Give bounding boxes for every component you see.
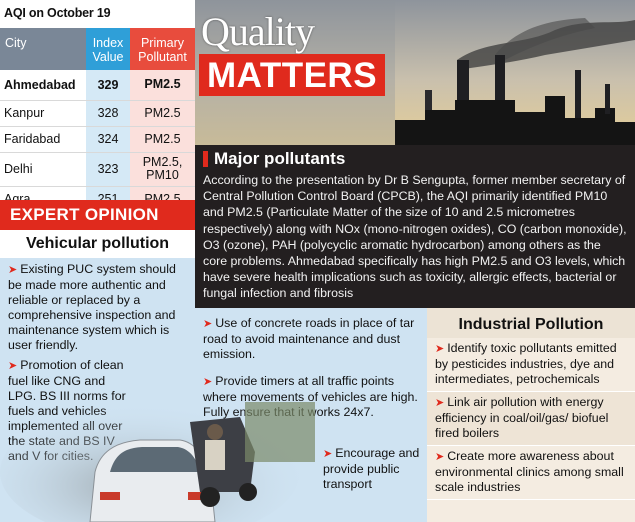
index-cell: 323 bbox=[86, 152, 130, 187]
red-arrow-icon: ➤ bbox=[435, 397, 445, 409]
list-item: ➤ Existing PUC system should be made more… bbox=[0, 258, 195, 354]
index-cell: 324 bbox=[86, 126, 130, 153]
column-header-index: Index Value bbox=[86, 28, 130, 70]
city-cell: Faridabad bbox=[0, 126, 86, 153]
city-cell: Ahmedabad bbox=[0, 70, 86, 101]
hero-title-matters: MATTERS bbox=[199, 54, 386, 96]
city-cell: Kanpur bbox=[0, 100, 86, 127]
aqi-table: City Index Value Primary Pollutant Ahmed… bbox=[0, 28, 195, 213]
hero-photo: Quality MATTERS bbox=[195, 0, 635, 145]
list-item: ➤ Identify toxic pollutants emitted by pe… bbox=[427, 338, 635, 392]
red-arrow-icon: ➤ bbox=[203, 376, 213, 388]
red-arrow-icon: ➤ bbox=[8, 360, 18, 372]
table-row: Delhi 323 PM2.5, PM10 bbox=[0, 152, 195, 187]
pollutant-cell: PM2.5 bbox=[130, 100, 195, 127]
list-item: ➤ Encourage and provide public transport bbox=[323, 446, 423, 492]
major-pollutants-panel: Major pollutants According to the presen… bbox=[195, 145, 635, 308]
table-row: Ahmedabad 329 PM2.5 bbox=[0, 70, 195, 101]
aqi-table-panel: AQI on October 19 City Index Value Prima… bbox=[0, 0, 195, 213]
list-item-text: Create more awareness about environmenta… bbox=[435, 449, 624, 494]
column-header-pollutant: Primary Pollutant bbox=[130, 28, 195, 70]
list-item-text: Identify toxic pollutants emitted by pes… bbox=[435, 341, 617, 386]
column-header-city: City bbox=[0, 28, 86, 70]
pollutant-cell: PM2.5 bbox=[130, 70, 195, 101]
major-pollutants-body: According to the presentation by Dr B Se… bbox=[203, 173, 627, 301]
red-bar-icon bbox=[203, 151, 208, 167]
list-item-text: Use of concrete roads in place of tar ro… bbox=[203, 316, 415, 361]
pollutant-cell: PM2.5 bbox=[130, 126, 195, 153]
index-cell: 328 bbox=[86, 100, 130, 127]
aqi-table-title: AQI on October 19 bbox=[0, 0, 195, 28]
major-pollutants-heading: Major pollutants bbox=[203, 149, 627, 169]
traffic-scene-illustration bbox=[0, 402, 315, 522]
red-arrow-icon: ➤ bbox=[203, 318, 213, 330]
list-item: ➤ Link air pollution with energy efficien… bbox=[427, 392, 635, 446]
list-item-text: Link air pollution with energy efficienc… bbox=[435, 395, 609, 440]
list-item: ➤ Use of concrete roads in place of tar r… bbox=[203, 316, 423, 362]
table-row: Faridabad 324 PM2.5 bbox=[0, 126, 195, 153]
table-row: Kanpur 328 PM2.5 bbox=[0, 100, 195, 127]
industrial-pollution-heading: Industrial Pollution bbox=[427, 308, 635, 338]
hero-title-quality: Quality bbox=[201, 9, 315, 54]
pollutant-cell: PM2.5, PM10 bbox=[130, 152, 195, 187]
red-arrow-icon: ➤ bbox=[435, 451, 445, 463]
index-cell: 329 bbox=[86, 70, 130, 101]
list-item-text: Existing PUC system should be made more … bbox=[8, 262, 176, 352]
major-pollutants-title: Major pollutants bbox=[214, 149, 346, 168]
red-arrow-icon: ➤ bbox=[323, 448, 333, 460]
red-arrow-icon: ➤ bbox=[435, 343, 445, 355]
industrial-pollution-panel: Industrial Pollution ➤ Identify toxic pol… bbox=[427, 308, 635, 522]
list-item: ➤ Create more awareness about environment… bbox=[427, 446, 635, 500]
list-item-text: Encourage and provide public transport bbox=[323, 446, 420, 491]
vehicular-pollution-heading: Vehicular pollution bbox=[0, 230, 195, 258]
expert-opinion-banner: EXPERT OPINION bbox=[0, 200, 195, 230]
city-cell: Delhi bbox=[0, 152, 86, 187]
red-arrow-icon: ➤ bbox=[8, 264, 18, 276]
aqi-table-header-row: City Index Value Primary Pollutant bbox=[0, 28, 195, 70]
